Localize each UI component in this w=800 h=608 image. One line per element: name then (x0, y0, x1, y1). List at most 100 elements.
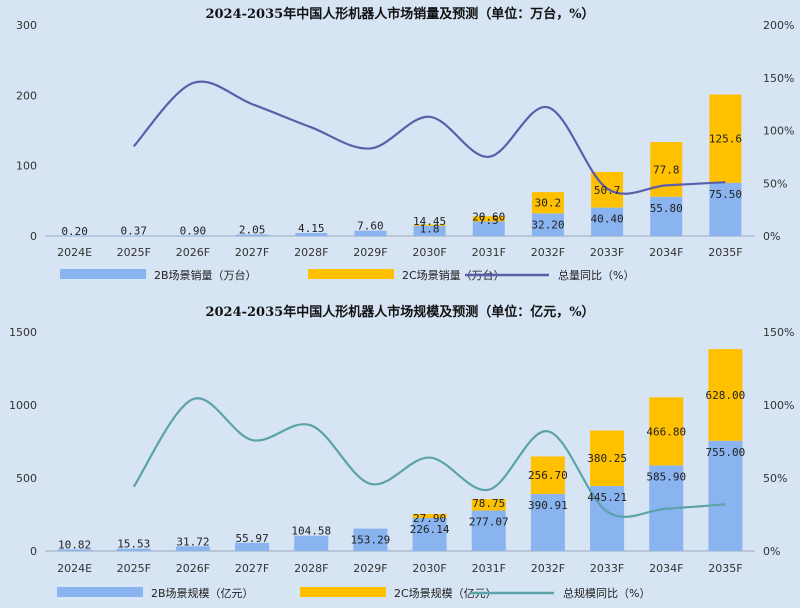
legend: 2B场景销量（万台） 2C场景销量（万台） 总量同比（%） (60, 268, 634, 282)
left-axis-tick: 300 (16, 19, 37, 32)
bar-2c (471, 499, 506, 511)
category-label: 2027F (235, 246, 269, 259)
category-label: 2029F (353, 246, 387, 259)
bar-2b (590, 485, 625, 551)
category-label: 2032F (531, 562, 565, 575)
bar-2b (236, 234, 269, 236)
data-label-2b: 15.53 (117, 538, 150, 551)
chart-panel-2: 2024-2035年中国人形机器人市场规模及预测（单位：亿元，%） 0 500 100… (9, 304, 794, 600)
legend-label-yoy: 总量同比（%） (558, 268, 634, 282)
bar-2b (235, 542, 270, 551)
bar-2c (649, 397, 684, 466)
data-label-2c: 380.25 (587, 452, 627, 465)
legend-label-2b: 2B场景销量（万台） (154, 268, 257, 282)
bar-2b (412, 517, 447, 551)
category-label: 2034F (649, 246, 683, 259)
data-label-2c: 125.6 (709, 133, 742, 146)
data-label-2b: 277.07 (469, 516, 509, 529)
data-label-2b: 0.90 (180, 224, 207, 237)
data-label-2b: 585.90 (646, 470, 686, 483)
category-label: 2033F (590, 562, 624, 575)
left-axis-tick: 100 (16, 160, 37, 173)
category-label: 2035F (708, 562, 742, 575)
left-axis-tick: 0 (30, 230, 37, 243)
bar-2b (353, 528, 388, 551)
data-label-2b: 40.40 (591, 213, 624, 226)
category-label: 2027F (235, 562, 269, 575)
bar-2b (650, 196, 683, 236)
yoy-line (132, 397, 726, 518)
legend-label-2c: 2C场景规模（亿元） (394, 586, 497, 600)
data-label-2b: 0.37 (121, 225, 148, 238)
right-axis-tick: 200% (763, 19, 794, 32)
data-label-2c: 628.00 (706, 389, 746, 402)
right-axis-tick: 150% (763, 326, 794, 339)
bar-2c (472, 216, 505, 222)
bar-2c (709, 94, 742, 183)
category-label: 2029F (353, 562, 387, 575)
data-label-2c: 7.5 (479, 214, 499, 227)
data-label-2b: 55.80 (650, 202, 683, 215)
legend-swatch-2b (60, 269, 146, 279)
data-label-2b: 226.14 (410, 523, 450, 536)
data-label-2b: 14.45 (413, 215, 446, 228)
legend: 2B场景规模（亿元） 2C场景规模（亿元） 总规模同比（%） (57, 586, 650, 600)
data-label-2b: 31.72 (176, 535, 209, 548)
category-label: 2030F (412, 246, 446, 259)
right-axis-tick: 50% (763, 177, 787, 190)
category-label: 2028F (294, 562, 328, 575)
data-label-2b: 445.21 (587, 491, 627, 504)
category-label: 2025F (117, 562, 151, 575)
data-label-2c: 30.2 (535, 197, 562, 210)
data-label-2b: 75.50 (709, 188, 742, 201)
bar-2b (709, 182, 742, 236)
left-axis-tick: 1500 (9, 326, 37, 339)
data-label-2b: 153.29 (351, 534, 391, 547)
right-axis-tick: 100% (763, 399, 794, 412)
category-label: 2026F (176, 246, 210, 259)
data-label-2b: 20.60 (472, 211, 505, 224)
data-label-2b: 104.58 (291, 525, 331, 538)
legend-swatch-2b (57, 587, 143, 597)
category-label: 2032F (531, 246, 565, 259)
bar-2c (413, 224, 446, 226)
data-label-2b: 0.20 (61, 225, 88, 238)
data-label-2b: 390.91 (528, 499, 568, 512)
category-label: 2030F (412, 562, 446, 575)
bar-2b (413, 225, 446, 236)
data-label-2b: 10.82 (58, 538, 91, 551)
bar-2b (58, 235, 91, 237)
right-axis-tick: 50% (763, 472, 787, 485)
left-axis-tick: 0 (30, 545, 37, 558)
data-label-2c: 466.80 (646, 425, 686, 438)
bar-2b (531, 213, 564, 236)
bar-2c (531, 192, 564, 214)
category-label: 2031F (472, 246, 506, 259)
bar-2b (295, 233, 328, 236)
data-label-2c: 256.70 (528, 469, 568, 482)
bar-2b (591, 207, 624, 236)
bar-2c (412, 513, 447, 518)
bar-2c (590, 430, 625, 486)
data-label-2c: 1.8 (420, 223, 440, 236)
category-label: 2035F (708, 246, 742, 259)
right-axis-tick: 0% (763, 230, 780, 243)
right-axis-tick: 100% (763, 125, 794, 138)
bar-2b (354, 230, 387, 236)
category-label: 2024E (57, 246, 92, 259)
legend-label-2b: 2B场景规模（亿元） (151, 586, 254, 600)
bar-2b (708, 440, 743, 551)
bar-2b (294, 535, 329, 551)
category-label: 2026F (176, 562, 210, 575)
category-label: 2034F (649, 562, 683, 575)
data-label-2b: 7.60 (357, 220, 384, 233)
data-label-2b: 32.20 (531, 218, 564, 231)
bar-2b (472, 221, 505, 236)
chart-panel-1: 2024-2035年中国人形机器人市场销量及预测（单位：万台，%） 0 100 200… (16, 6, 794, 282)
category-label: 2024E (57, 562, 92, 575)
data-label-2b: 4.15 (298, 222, 325, 235)
left-axis-tick: 1000 (9, 399, 37, 412)
data-label-2c: 77.8 (653, 163, 680, 176)
legend-label-yoy: 总规模同比（%） (563, 586, 650, 600)
